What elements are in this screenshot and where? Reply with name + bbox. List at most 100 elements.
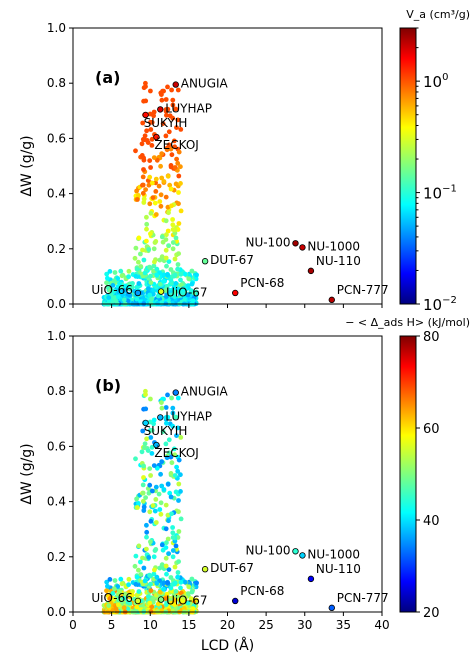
- data-point: [168, 585, 174, 591]
- data-point: [164, 540, 169, 546]
- data-point: [112, 578, 118, 583]
- data-point: [165, 536, 171, 542]
- data-point: [170, 530, 176, 536]
- data-point: [149, 296, 155, 302]
- data-point: [136, 543, 142, 549]
- data-point: [166, 551, 172, 556]
- data-point: [165, 84, 170, 90]
- data-point: [127, 293, 133, 298]
- data-point: [152, 567, 157, 573]
- data-point: [148, 273, 153, 279]
- data-point: [164, 112, 169, 118]
- data-point: [148, 518, 154, 524]
- data-point: [151, 554, 157, 560]
- data-point: [165, 481, 171, 487]
- data-point: [111, 596, 117, 602]
- data-point: [174, 125, 179, 130]
- data-point: [119, 273, 125, 279]
- data-point: [185, 600, 191, 606]
- data-point: [140, 555, 145, 561]
- data-point: [176, 149, 182, 155]
- data-point: [175, 468, 181, 474]
- colorbar-label: − < Δ_ads H> (kJ/mol): [345, 316, 470, 329]
- data-point: [172, 473, 178, 478]
- data-point: [112, 270, 118, 275]
- data-point: [174, 433, 179, 438]
- data-point: [159, 562, 165, 568]
- data-point: [176, 559, 182, 564]
- data-point: [149, 604, 155, 610]
- data-point: [142, 133, 148, 139]
- data-point: [175, 266, 181, 272]
- data-point: [178, 489, 183, 494]
- data-point: [164, 147, 170, 153]
- data-point: [143, 406, 149, 412]
- data-point: [147, 482, 153, 488]
- data-point: [178, 164, 183, 170]
- data-point: [138, 264, 144, 269]
- data-point: [154, 266, 160, 272]
- data-point: [141, 565, 147, 571]
- data-point: [163, 555, 169, 561]
- data-point: [139, 449, 145, 455]
- point-label: UiO-66: [91, 591, 133, 605]
- data-point: [139, 141, 145, 147]
- data-point: [148, 280, 154, 285]
- data-point: [130, 589, 135, 594]
- data-point: [165, 204, 171, 210]
- data-point: [173, 489, 179, 495]
- data-point: [122, 283, 128, 289]
- data-point: [166, 259, 172, 264]
- data-point: [194, 272, 200, 278]
- point-label: NU-100: [245, 543, 290, 557]
- data-point: [189, 576, 195, 582]
- data-point: [173, 106, 179, 112]
- data-point: [169, 87, 175, 93]
- labeled-point: [299, 244, 306, 251]
- point-label: DUT-67: [210, 561, 254, 575]
- data-point: [174, 156, 180, 162]
- data-point: [170, 525, 176, 530]
- data-point: [149, 428, 155, 433]
- data-point: [164, 232, 169, 238]
- data-point: [159, 542, 165, 548]
- colorbar-label: V_a (cm³/g): [406, 8, 470, 21]
- data-point: [178, 516, 184, 522]
- data-point: [113, 298, 119, 304]
- data-point: [141, 504, 147, 510]
- data-point: [146, 555, 152, 560]
- data-point: [161, 272, 167, 278]
- labeled-point: [292, 548, 299, 555]
- data-point: [107, 577, 113, 582]
- data-point: [185, 292, 191, 298]
- data-point: [166, 129, 172, 135]
- data-point: [107, 269, 113, 274]
- data-point: [116, 294, 121, 300]
- data-point: [147, 111, 153, 117]
- point-label: ANUGIA: [181, 77, 229, 91]
- data-point: [163, 545, 169, 550]
- data-point: [176, 173, 182, 179]
- data-point: [149, 444, 155, 450]
- data-point: [170, 97, 176, 103]
- data-point: [113, 606, 119, 612]
- data-point: [117, 589, 123, 595]
- data-point: [105, 275, 110, 281]
- data-point: [158, 500, 164, 506]
- data-point: [170, 246, 176, 252]
- y-axis-label: ΔW (g/g): [19, 135, 35, 196]
- data-point: [148, 231, 153, 237]
- data-point: [163, 415, 169, 420]
- data-point: [178, 277, 183, 283]
- data-point: [171, 446, 177, 452]
- data-point: [164, 455, 170, 461]
- data-point: [143, 495, 149, 500]
- data-point: [173, 281, 179, 286]
- point-label: ŽECKOJ: [154, 445, 198, 460]
- y-tick-label: 0.8: [47, 76, 66, 90]
- data-point: [133, 581, 139, 587]
- data-point: [161, 487, 167, 492]
- data-point: [166, 243, 172, 249]
- data-point: [159, 151, 165, 157]
